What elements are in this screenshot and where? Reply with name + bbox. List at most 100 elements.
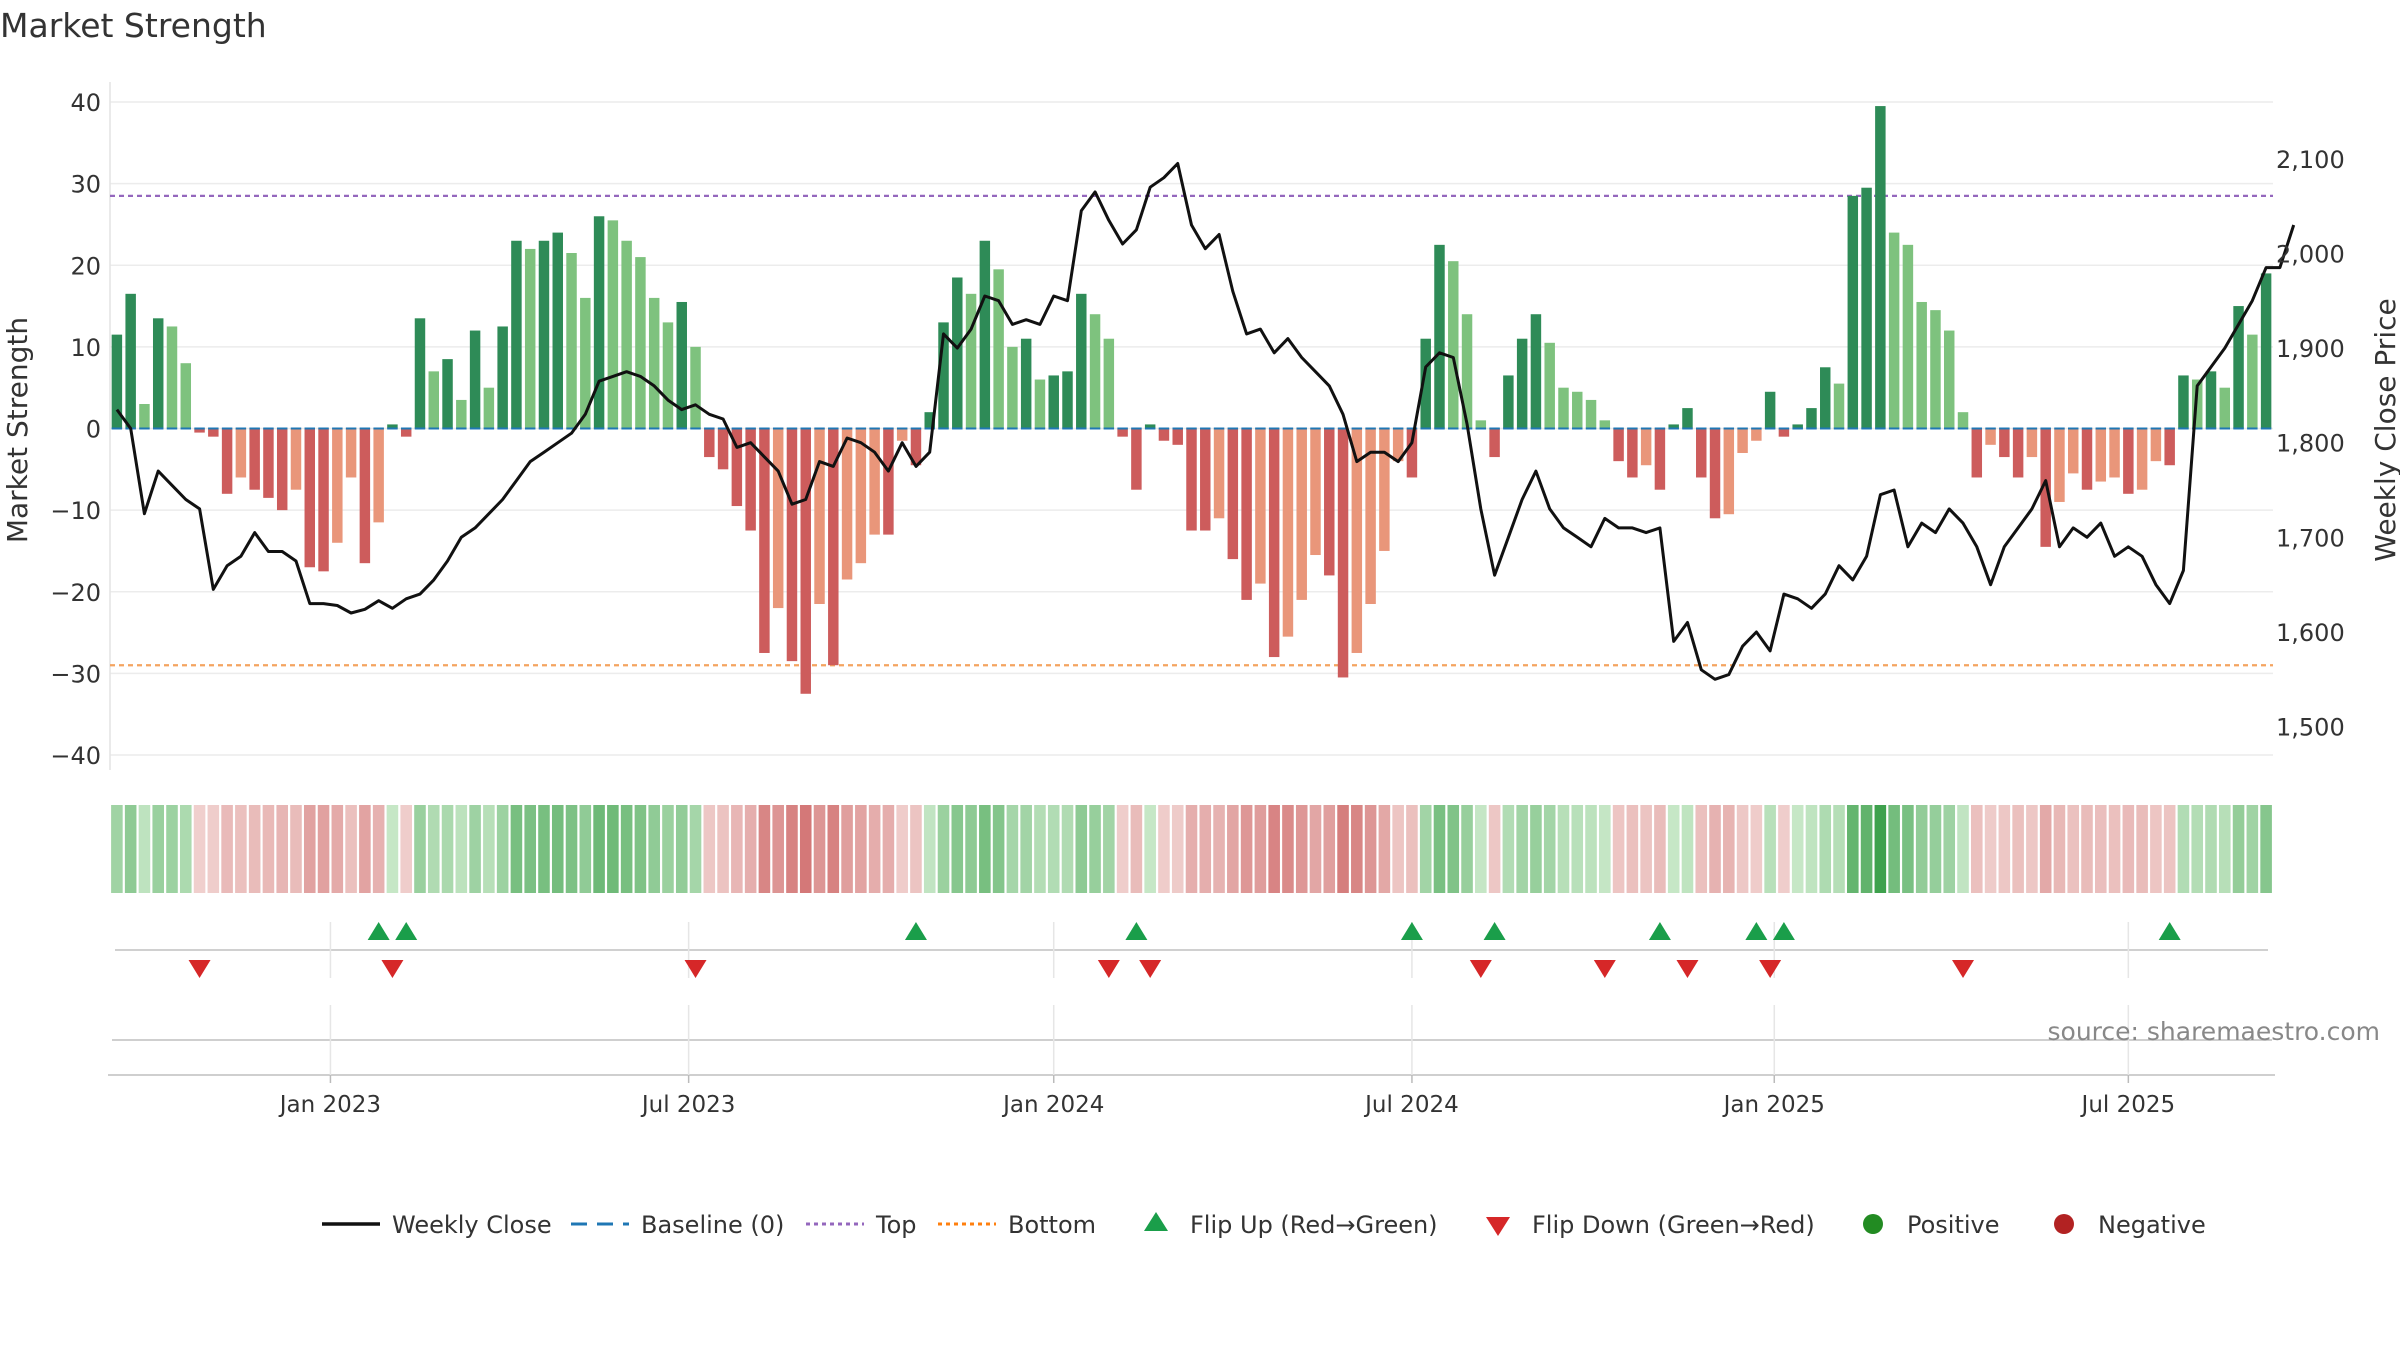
- strength-bar: [1420, 338, 1431, 429]
- heat-cell: [2218, 805, 2231, 893]
- strength-bar: [2247, 334, 2258, 429]
- strength-bar: [2233, 306, 2244, 429]
- strength-bars: [111, 106, 2272, 694]
- strength-bar: [662, 322, 674, 429]
- heat-cell: [1929, 805, 1942, 893]
- strength-bar: [2095, 428, 2107, 482]
- strength-bar: [208, 428, 219, 437]
- heat-cell: [744, 805, 757, 893]
- heat-cell: [648, 805, 660, 893]
- heat-cell: [345, 805, 357, 893]
- legend-swatch-circle: [2054, 1214, 2074, 1234]
- heat-cell: [1764, 805, 1776, 893]
- heat-cell: [1612, 805, 1625, 893]
- heat-cell: [1158, 805, 1170, 893]
- strength-bar: [1365, 428, 1376, 604]
- heat-cell: [524, 805, 536, 893]
- heat-cell: [221, 805, 233, 893]
- heat-cell: [2067, 805, 2080, 893]
- x-tick-label: Jul 2024: [1363, 1092, 1459, 1118]
- strength-bar: [1682, 408, 1693, 429]
- heat-cell: [1516, 805, 1528, 893]
- strength-bar: [2109, 428, 2120, 478]
- heat-cell: [2026, 805, 2038, 893]
- strength-bar: [442, 359, 453, 429]
- strength-bar: [400, 428, 412, 437]
- strength-bar: [896, 428, 908, 441]
- y2-tick-label: 1,700: [2276, 524, 2345, 552]
- strength-bar: [1888, 232, 1900, 429]
- strength-bar: [607, 220, 619, 429]
- heat-cell: [1998, 805, 2011, 893]
- strength-bar: [166, 326, 178, 429]
- strength-bar: [1599, 420, 1611, 429]
- y2-tick-label: 2,000: [2276, 240, 2345, 268]
- heat-cell: [1695, 805, 1708, 893]
- strength-bar: [552, 232, 563, 429]
- heat-cell: [1723, 805, 1735, 893]
- legend-item: Positive: [1863, 1211, 2000, 1239]
- heat-cell: [979, 805, 991, 893]
- heat-cell: [1047, 805, 1060, 893]
- strength-bar: [1930, 310, 1941, 429]
- y2-tick-label: 2,100: [2276, 146, 2345, 174]
- strength-bar: [1558, 387, 1569, 429]
- strength-bar: [1158, 428, 1170, 441]
- heat-cell: [923, 805, 936, 893]
- heat-cell: [689, 805, 702, 893]
- flip-up-marker: [1772, 922, 1795, 940]
- heat-cell: [2122, 805, 2135, 893]
- strength-bar: [1792, 424, 1803, 429]
- strength-bar: [2026, 428, 2038, 458]
- heat-cell: [1585, 805, 1597, 893]
- strength-bar: [235, 428, 247, 478]
- weekly-close-series: [115, 162, 2296, 681]
- heat-cell: [111, 805, 123, 893]
- strength-bar: [263, 428, 274, 498]
- strength-bar: [676, 301, 687, 429]
- strength-bar: [359, 428, 371, 564]
- heat-cell: [620, 805, 633, 893]
- strength-bar: [1434, 244, 1445, 429]
- heat-cell: [1709, 805, 1721, 893]
- heat-cell: [1006, 805, 1019, 893]
- heat-cell: [1406, 805, 1418, 893]
- heat-cell: [1213, 805, 1225, 893]
- strength-bar: [648, 297, 660, 429]
- strength-heat-strip: [111, 805, 2272, 893]
- y-tick-label: 40: [70, 89, 101, 117]
- flip-down-marker: [188, 960, 211, 978]
- strength-bar: [1640, 428, 1652, 466]
- source-note: source: sharemaestro.com: [2048, 1017, 2381, 1046]
- heat-cell: [1654, 805, 1666, 893]
- heat-cell: [510, 805, 523, 893]
- y2-tick-label: 1,500: [2276, 714, 2345, 742]
- heat-cell: [1392, 805, 1404, 893]
- legend-swatch-triangle-down: [1486, 1217, 1510, 1236]
- strength-bar: [387, 424, 398, 429]
- strength-bar: [1282, 428, 1294, 637]
- strength-bar: [621, 240, 632, 429]
- strength-bar: [1999, 428, 2010, 458]
- heat-cell: [703, 805, 716, 893]
- legend-label: Baseline (0): [641, 1211, 784, 1239]
- heat-cell: [2053, 805, 2066, 893]
- strength-bar: [414, 318, 426, 429]
- strength-bar: [152, 318, 164, 429]
- strength-bar: [1985, 428, 1996, 445]
- heat-cell: [1475, 805, 1487, 893]
- strength-bar: [1475, 420, 1487, 429]
- strength-bar: [2054, 428, 2065, 502]
- heat-cell: [455, 805, 468, 893]
- heat-cell: [1599, 805, 1611, 893]
- y-tick-label: 20: [70, 252, 101, 280]
- strength-bar: [1654, 428, 1666, 490]
- x-tick-label: Jul 2025: [2080, 1092, 2176, 1118]
- legend-label: Weekly Close: [392, 1211, 552, 1239]
- heat-cell: [193, 805, 206, 893]
- heat-cell: [855, 805, 867, 893]
- heat-cell: [372, 805, 385, 893]
- bottom-panel: [108, 1005, 2275, 1076]
- strength-bar: [1875, 106, 1886, 429]
- strength-bar: [814, 428, 825, 604]
